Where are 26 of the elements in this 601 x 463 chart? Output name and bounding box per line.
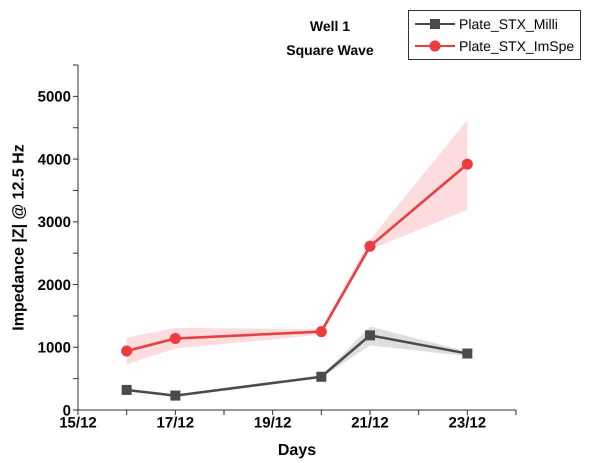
point [462,158,473,170]
legend-label: Plate_STX_ImSpe [459,38,574,54]
point [364,240,376,252]
x-tick-label: 23/12 [448,414,486,432]
point [122,384,132,395]
x-tick-label: 21/12 [351,414,389,432]
legend-label: Plate_STX_Milli [459,16,558,32]
y-tick-label: 5000 [38,88,71,106]
y-axis-title: Impedance |Z| @ 12.5 Hz [10,144,28,331]
y-tick-label: 3000 [38,214,71,232]
point [365,330,375,340]
point [121,346,132,357]
point [170,332,181,344]
x-tick-label: 17/12 [156,414,194,432]
y-tick-label: 2000 [38,276,71,294]
y-tick-label: 1000 [38,340,71,357]
point [316,372,326,382]
x-axis-title: Days [278,442,316,459]
point [316,326,327,338]
y-tick-label: 4000 [38,151,71,168]
point [170,390,180,401]
x-tick-label: 15/12 [59,414,97,432]
chart-subtitle: Square Wave [285,41,375,60]
x-tick-label: 19/12 [254,414,292,432]
chart-title: Well 1 [308,17,352,36]
point [462,348,472,359]
